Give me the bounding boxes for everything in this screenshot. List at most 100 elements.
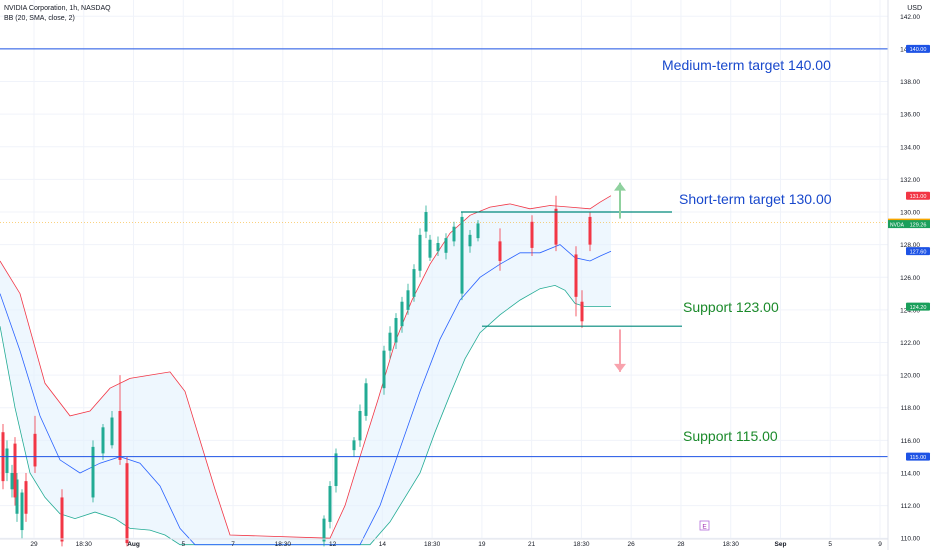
time-tick-label: 18:30 xyxy=(723,541,740,548)
candle-down xyxy=(530,221,534,248)
chart-legend: NVIDIA Corporation, 1h, NASDAQ BB (20, S… xyxy=(4,4,111,24)
up-arrowhead-icon xyxy=(614,182,626,191)
candle-down xyxy=(554,208,558,245)
price-tick-label: 132.00 xyxy=(900,177,920,184)
candle-up xyxy=(436,243,440,252)
time-tick-label: 26 xyxy=(628,541,636,548)
price-badge-bg xyxy=(906,452,930,461)
price-tick-label: 134.00 xyxy=(900,144,920,151)
time-tick-label: Sep xyxy=(775,541,787,548)
candle-down xyxy=(125,463,129,544)
candle-up xyxy=(352,440,356,451)
candle-up xyxy=(358,411,362,441)
time-tick-label: 18:30 xyxy=(424,541,441,548)
candle-down xyxy=(580,301,584,322)
candle-up xyxy=(400,301,404,327)
time-tick-label: 9 xyxy=(878,541,882,548)
down-arrowhead-icon xyxy=(614,363,626,372)
candle-down xyxy=(60,497,64,542)
time-tick-label: 14 xyxy=(379,541,387,548)
time-tick-label: 12 xyxy=(329,541,337,548)
candle-up xyxy=(328,486,332,522)
candle-up xyxy=(418,234,422,271)
candle-up xyxy=(91,446,95,498)
price-badge-bg xyxy=(906,191,930,200)
symbol-title: NVIDIA Corporation, 1h, NASDAQ xyxy=(4,5,111,12)
price-badge-value: 124.20 xyxy=(910,305,927,311)
time-tick-label: 18:30 xyxy=(573,541,590,548)
price-badge-bg xyxy=(906,220,930,229)
price-badge-prefix-bg xyxy=(888,220,906,229)
price-tick-label: 120.00 xyxy=(900,373,920,380)
bollinger-band-fill xyxy=(0,195,611,545)
candle-up xyxy=(5,448,9,473)
candle-down xyxy=(574,254,578,297)
candle-down xyxy=(33,433,37,467)
time-tick-label: 29 xyxy=(30,541,38,548)
level-annotation-label: Support 115.00 xyxy=(683,428,778,444)
candle-down xyxy=(24,481,28,514)
candle-up xyxy=(412,269,416,297)
time-tick-label: 18:30 xyxy=(76,541,93,548)
candle-down xyxy=(498,241,502,261)
time-tick-label: 7 xyxy=(231,541,235,548)
price-tick-label: 136.00 xyxy=(900,112,920,119)
time-axis: 29 18:30 Aug 5 7 18:30 12 14 18:30 19 21 18:30 26 28 1… xyxy=(0,538,888,548)
level-annotations: Medium-term target 140.00 Support 115.00 S… xyxy=(662,57,832,444)
price-badge-value: 131.00 xyxy=(910,194,927,200)
candle-up xyxy=(452,226,456,242)
candle-up xyxy=(406,290,410,310)
time-tick-label: 28 xyxy=(677,541,685,548)
price-badge-value: 115.00 xyxy=(910,455,926,461)
candle-up xyxy=(322,518,326,542)
candle-up xyxy=(10,472,14,490)
price-tick-label: 116.00 xyxy=(901,438,921,445)
price-tick-label: 110.00 xyxy=(901,536,921,543)
currency-label: USD xyxy=(907,5,922,12)
price-badges: 140.00131.00Pre129.35NVDA129.26127.60124… xyxy=(888,44,930,461)
price-tick-label: 112.00 xyxy=(901,503,921,510)
price-tick-label: 122.00 xyxy=(900,340,920,347)
price-badge-group: NVDA 129.26 xyxy=(888,220,930,228)
price-tick-label: 118.00 xyxy=(901,405,921,412)
time-tick-label: 5 xyxy=(181,541,185,548)
direction-arrows xyxy=(614,182,626,372)
price-tick-label: 130.00 xyxy=(900,210,920,217)
candle-up xyxy=(424,212,428,232)
time-tick-label: 19 xyxy=(478,541,486,548)
candle-up xyxy=(428,239,432,258)
earnings-event-box xyxy=(699,520,710,531)
price-tick-label: 124.00 xyxy=(900,307,920,314)
candle-up xyxy=(334,453,338,487)
candle-up xyxy=(20,492,24,531)
candle-up xyxy=(394,318,398,343)
price-tick-label: 114.00 xyxy=(901,470,921,477)
candle-up xyxy=(15,479,19,514)
candle-up xyxy=(382,350,386,389)
price-badge-bg xyxy=(906,302,930,311)
candle-down xyxy=(13,443,17,498)
price-badge-value: 129.26 xyxy=(910,222,927,228)
time-tick-label: 21 xyxy=(528,541,536,548)
level-annotation-label: Medium-term target 140.00 xyxy=(662,57,831,73)
candle-down xyxy=(118,411,122,460)
indicator-title: BB (20, SMA, close, 2) xyxy=(4,15,75,22)
price-axis: 142.00140.00138.00136.00134.00132.00130.… xyxy=(887,0,921,550)
bollinger-lower-band xyxy=(0,284,611,546)
bollinger-basis-line xyxy=(0,244,612,546)
price-tick-label: 138.00 xyxy=(900,79,920,86)
price-badge-prefix: NVDA xyxy=(890,222,905,228)
price-tick-label: 126.00 xyxy=(900,275,920,282)
price-badge-value: 140.00 xyxy=(910,47,927,53)
target-segments xyxy=(461,211,682,327)
time-tick-label: 18:30 xyxy=(275,541,292,548)
price-levels xyxy=(0,48,888,458)
level-annotation-label: Support 123.00 xyxy=(683,299,779,315)
candle-up xyxy=(468,234,472,247)
price-badge-value: 127.60 xyxy=(910,249,927,255)
time-tick-label: Aug xyxy=(127,541,140,548)
price-badge-bg xyxy=(906,44,930,53)
level-annotation-label: Short-term target 130.00 xyxy=(679,191,832,207)
earnings-event-label: E xyxy=(702,524,707,531)
